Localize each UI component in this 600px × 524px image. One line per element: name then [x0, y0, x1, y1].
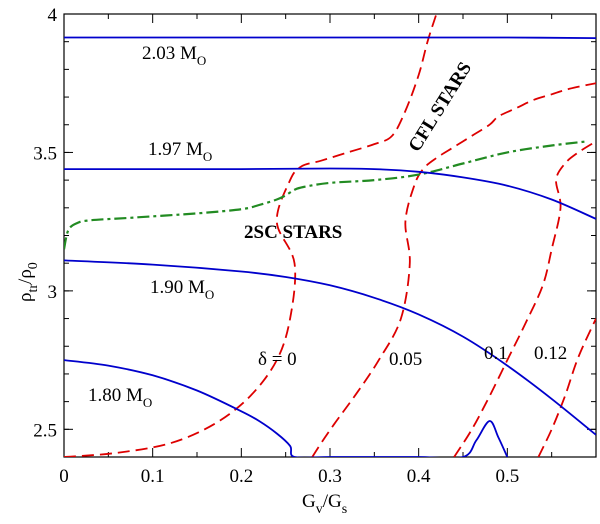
x-tick-label: 0.4: [407, 466, 431, 487]
x-tick-label: 0.5: [495, 466, 519, 487]
delta-label-01: 0.1: [484, 343, 508, 364]
phase-boundary-curve: [64, 140, 588, 250]
mass-label-1-80: 1.80 MO: [88, 385, 152, 410]
x-tick-label: 0: [59, 466, 69, 487]
y-tick-label: 3.5: [33, 143, 57, 164]
delta-label-012: 0.12: [534, 343, 567, 364]
x-axis-label: Gv/Gs: [302, 491, 347, 517]
x-tick-label: 0.2: [229, 466, 253, 487]
delta-curve-1: [311, 82, 596, 457]
mass-label-1-97: 1.97 MO: [148, 139, 212, 164]
y-tick-label: 2.5: [33, 420, 57, 441]
mass-label-1-90: 1.90 MO: [150, 277, 214, 302]
mass-curve-0: [64, 36, 596, 39]
delta-label-0: δ = 0: [258, 349, 297, 370]
y-tick-label: 4: [48, 5, 58, 26]
x-tick-label: 0.3: [318, 466, 342, 487]
mass-label-2-03: 2.03 MO: [142, 43, 206, 68]
y-tick-label: 3: [48, 282, 58, 303]
x-tick-label: 0.1: [141, 466, 165, 487]
y-axis-label: ρtr/ρ0: [15, 262, 41, 302]
mass-curve-2: [64, 259, 596, 436]
mass-curve-1: [64, 167, 596, 220]
plot-area-frame: [63, 13, 597, 458]
delta-curve-0: [64, 14, 438, 457]
axis-ticks: 0 0.1 0.2 0.3 0.4 0.5 2.5 3 3.5 4: [33, 5, 596, 487]
delta-curve-3: [537, 318, 596, 457]
delta-label-005: 0.05: [389, 349, 422, 370]
plot-series: [64, 14, 596, 457]
mass-curve-3: [64, 359, 509, 457]
region-label-2sc: 2SC STARS: [244, 222, 342, 243]
